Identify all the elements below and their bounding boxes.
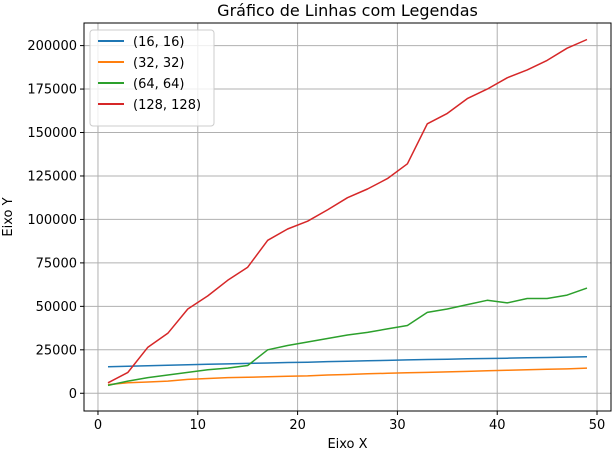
axis-ticks: 0 10 20 30 40 50 0 25000 50000 75000 100000 125000 1… [27,39,605,433]
legend-box [89,29,215,127]
legend-label: (128, 128) [133,98,201,113]
x-tick-label: 20 [289,418,306,433]
y-tick-label: 200000 [27,39,77,54]
legend-label: (64, 64) [133,77,185,92]
x-tick-label: 0 [94,418,102,433]
y-tick-label: 125000 [27,169,77,184]
plot-area-frame [83,22,612,412]
data-lines [107,38,588,387]
y-tick-label: 175000 [27,83,77,98]
y-tick-label: 100000 [27,213,77,228]
y-tick-label: 75000 [36,256,77,271]
y-axis-title: Eixo Y [1,197,16,236]
y-tick-label: 150000 [27,126,77,141]
y-tick-label: 50000 [36,300,77,315]
x-tick-label: 50 [589,418,606,433]
series-line [107,356,588,368]
grid [84,23,611,411]
y-tick-label: 0 [69,387,77,402]
series-line [107,287,588,387]
series-line [107,38,588,384]
x-tick-label: 40 [489,418,506,433]
series-line [107,367,588,386]
y-tick-label: 25000 [36,343,77,358]
chart-title: Gráfico de Linhas com Legendas [217,1,478,20]
x-tick-label: 10 [190,418,207,433]
x-axis-title: Eixo X [327,437,367,452]
legend: (16, 16) (32, 32) (64, 64) (128, 128) [89,29,215,127]
legend-label: (16, 16) [133,35,185,50]
legend-label: (32, 32) [133,56,185,71]
x-tick-label: 30 [389,418,406,433]
